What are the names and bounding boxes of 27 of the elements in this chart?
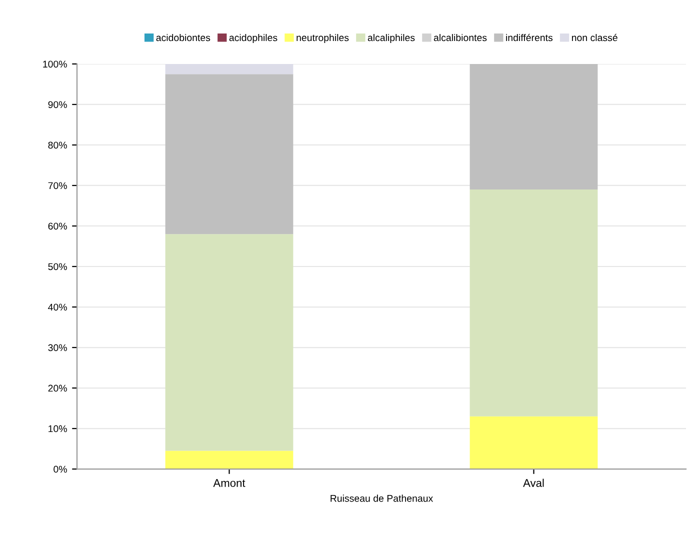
y-tick-label: 30% xyxy=(48,344,67,352)
y-tick-label: 100% xyxy=(43,60,67,68)
y-tick-label: 0% xyxy=(54,466,67,473)
y-tick-label: 70% xyxy=(48,182,67,190)
x-tick-label: Aval xyxy=(523,478,544,487)
legend-label: acidophiles xyxy=(229,34,278,44)
legend-label: acidobiontes xyxy=(156,34,210,42)
x-axis-title: Ruisseau de Pathenaux xyxy=(330,494,434,502)
legend-label: neutrophiles xyxy=(296,34,349,44)
y-tick-label: 60% xyxy=(48,222,67,230)
bar xyxy=(470,64,598,190)
y-tick-label: 40% xyxy=(48,304,67,311)
legend-label: indifférents xyxy=(506,34,553,42)
y-tick-label: 50% xyxy=(48,263,67,270)
x-tick-label: Amont xyxy=(213,479,246,487)
y-tick-label: 20% xyxy=(48,384,67,392)
bar xyxy=(165,450,294,470)
legend-label: non classé xyxy=(572,34,618,42)
y-tick-label: 10% xyxy=(48,425,67,432)
bar xyxy=(470,190,598,416)
y-tick-label: 80% xyxy=(48,142,67,149)
bar xyxy=(165,74,294,234)
bar xyxy=(470,416,598,470)
legend-label: alcalibiontes xyxy=(434,34,487,42)
y-tick-label: 90% xyxy=(48,101,67,108)
bar xyxy=(165,234,294,451)
legend-label: alcaliphiles xyxy=(368,34,415,44)
